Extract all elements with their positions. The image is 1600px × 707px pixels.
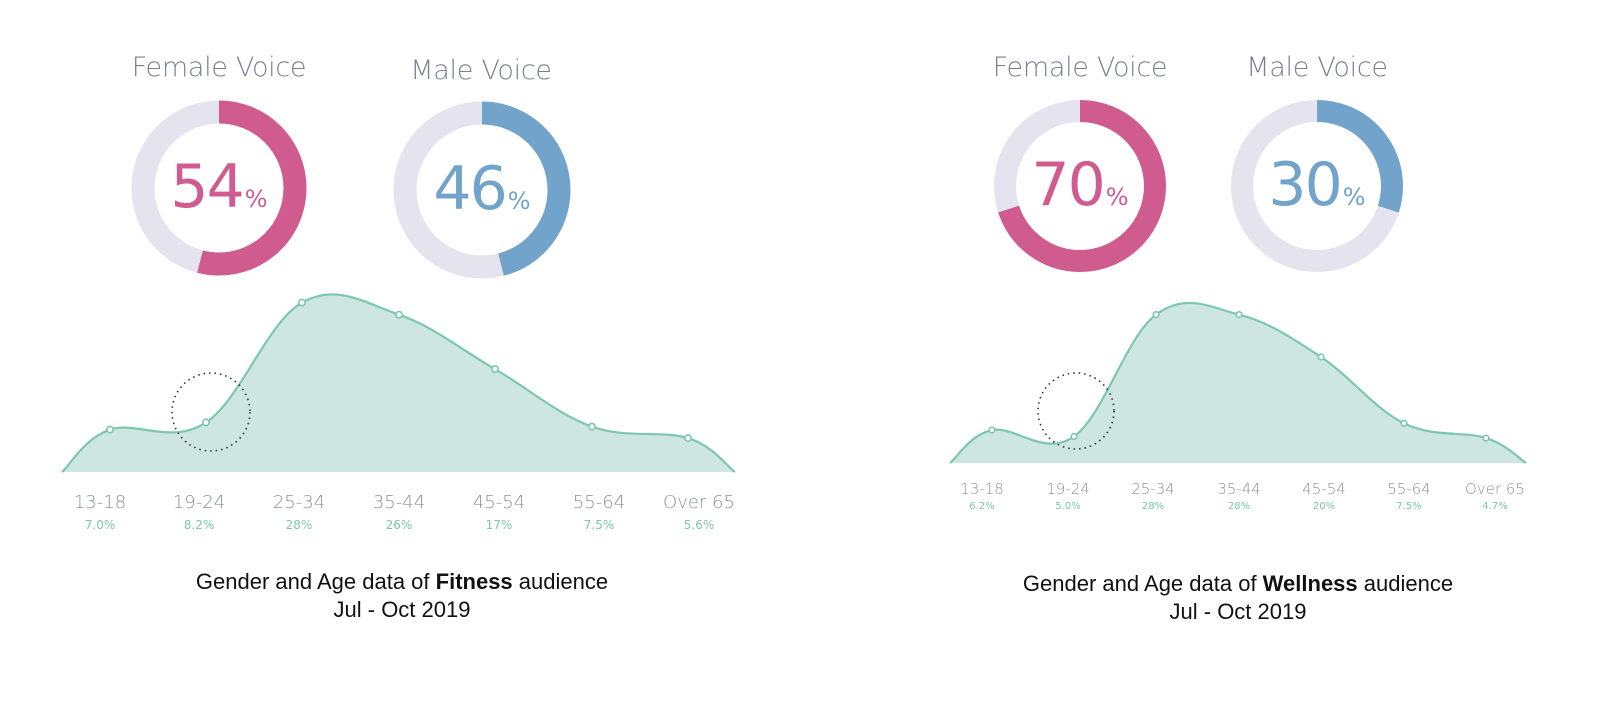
age-point-19-24 xyxy=(202,418,211,427)
age-label-13-18: 13-18 xyxy=(73,492,127,513)
female-donut-arc xyxy=(994,100,1166,272)
age-pct-35-44: 28% xyxy=(1227,501,1251,512)
caption-line-1: Gender and Age data of Fitness audience xyxy=(102,568,702,596)
female-donut-arc xyxy=(131,100,307,276)
male-donut-title: Male Voice xyxy=(410,55,552,86)
age-area-fill xyxy=(950,302,1526,463)
age-area-line xyxy=(61,293,736,473)
age-label-13-18: 13-18 xyxy=(960,480,1004,498)
age-point-45-54 xyxy=(1317,353,1325,361)
age-point-35-44 xyxy=(394,310,403,319)
age-point-13-18 xyxy=(106,425,115,434)
age-label-55-64: 55-64 xyxy=(572,492,626,513)
age-pct-55-64: 7.5% xyxy=(583,518,615,532)
highlight-ring xyxy=(1037,372,1115,450)
age-label-25-34: 25-34 xyxy=(272,492,326,513)
age-pct-19-24: 5.0% xyxy=(1055,501,1081,512)
male-donut-arc xyxy=(393,101,571,279)
male-donut-ring xyxy=(393,101,571,279)
female-donut-unit: % xyxy=(1105,183,1129,211)
female-donut-number: 70 xyxy=(1031,150,1105,220)
age-point-over-65 xyxy=(683,434,692,443)
male-donut-unit: % xyxy=(1342,183,1366,211)
female-donut-ring xyxy=(994,100,1166,272)
age-pct-45-54: 17% xyxy=(485,518,513,532)
age-pct-19-24: 8.2% xyxy=(183,518,215,532)
male-donut-value: 46% xyxy=(382,154,582,224)
male-donut-arc xyxy=(1231,100,1403,272)
age-label-over-65: Over 65 xyxy=(663,492,735,513)
chart-caption: Gender and Age data of Fitness audience … xyxy=(102,568,702,624)
caption-line-2: Jul - Oct 2019 xyxy=(1169,599,1307,624)
male-donut-unit: % xyxy=(507,187,531,215)
age-label-19-24: 19-24 xyxy=(1046,480,1090,498)
female-donut-title: Female Voice xyxy=(131,52,307,83)
female-donut-ring xyxy=(131,100,307,276)
female-donut-value: 70% xyxy=(980,150,1180,220)
age-pct-13-18: 6.2% xyxy=(969,501,995,512)
age-point-55-64 xyxy=(1400,419,1408,427)
caption-bold: Wellness xyxy=(1262,571,1358,596)
age-pct-13-18: 7.0% xyxy=(84,518,116,532)
male-donut-ring xyxy=(1231,100,1403,272)
age-label-25-34: 25-34 xyxy=(1131,480,1175,498)
caption-line-1: Gender and Age data of Wellness audience xyxy=(938,570,1538,598)
female-donut-title: Female Voice xyxy=(992,52,1168,83)
age-point-25-34 xyxy=(1152,311,1160,319)
wellness-chart-svg xyxy=(949,100,1527,464)
caption-prefix: Gender and Age data of xyxy=(1022,571,1263,596)
fitness-chart-svg xyxy=(61,100,736,473)
age-point-13-18 xyxy=(988,426,996,434)
female-donut-unit: % xyxy=(244,185,268,213)
male-donut-title: Male Voice xyxy=(1246,52,1388,83)
age-pct-over-65: 4.7% xyxy=(1482,501,1508,512)
age-point-45-54 xyxy=(490,365,499,374)
caption-suffix: audience xyxy=(512,569,609,594)
female-donut-number: 54 xyxy=(170,152,244,222)
age-area-fill xyxy=(62,294,735,472)
caption-line-2: Jul - Oct 2019 xyxy=(333,597,471,622)
female-donut-value: 54% xyxy=(119,152,319,222)
age-label-45-54: 45-54 xyxy=(1302,480,1346,498)
chart-caption: Gender and Age data of Wellness audience… xyxy=(938,570,1538,626)
age-pct-over-65: 5.6% xyxy=(683,518,715,532)
age-point-19-24 xyxy=(1070,432,1078,441)
male-donut-value: 30% xyxy=(1217,150,1417,220)
age-pct-45-54: 20% xyxy=(1312,501,1336,512)
age-label-35-44: 35-44 xyxy=(1217,480,1261,498)
male-donut-number: 46 xyxy=(433,154,507,224)
age-points xyxy=(988,311,1490,442)
male-donut-number: 30 xyxy=(1268,150,1342,220)
caption-bold: Fitness xyxy=(435,569,513,594)
age-pct-25-34: 28% xyxy=(1141,501,1165,512)
age-label-over-65: Over 65 xyxy=(1465,480,1525,498)
age-area-line xyxy=(949,301,1527,464)
age-pct-55-64: 7.5% xyxy=(1396,501,1422,512)
caption-suffix: audience xyxy=(1357,571,1454,596)
age-points xyxy=(106,298,692,443)
age-label-45-54: 45-54 xyxy=(472,492,526,513)
age-pct-35-44: 26% xyxy=(385,518,413,532)
age-pct-25-34: 28% xyxy=(285,518,313,532)
age-point-35-44 xyxy=(1235,311,1243,319)
age-label-19-24: 19-24 xyxy=(172,492,226,513)
highlight-ring xyxy=(171,372,251,452)
fitness-panel: Female Voice Male Voice 54% 46% 13-18 19… xyxy=(0,0,780,707)
age-point-25-34 xyxy=(297,298,306,307)
caption-prefix: Gender and Age data of xyxy=(195,569,436,594)
age-point-over-65 xyxy=(1482,434,1490,442)
age-label-55-64: 55-64 xyxy=(1387,480,1431,498)
wellness-panel: Female Voice Male Voice 70% 30% 13-18 19… xyxy=(880,0,1600,707)
age-point-55-64 xyxy=(587,422,596,431)
age-label-35-44: 35-44 xyxy=(372,492,426,513)
